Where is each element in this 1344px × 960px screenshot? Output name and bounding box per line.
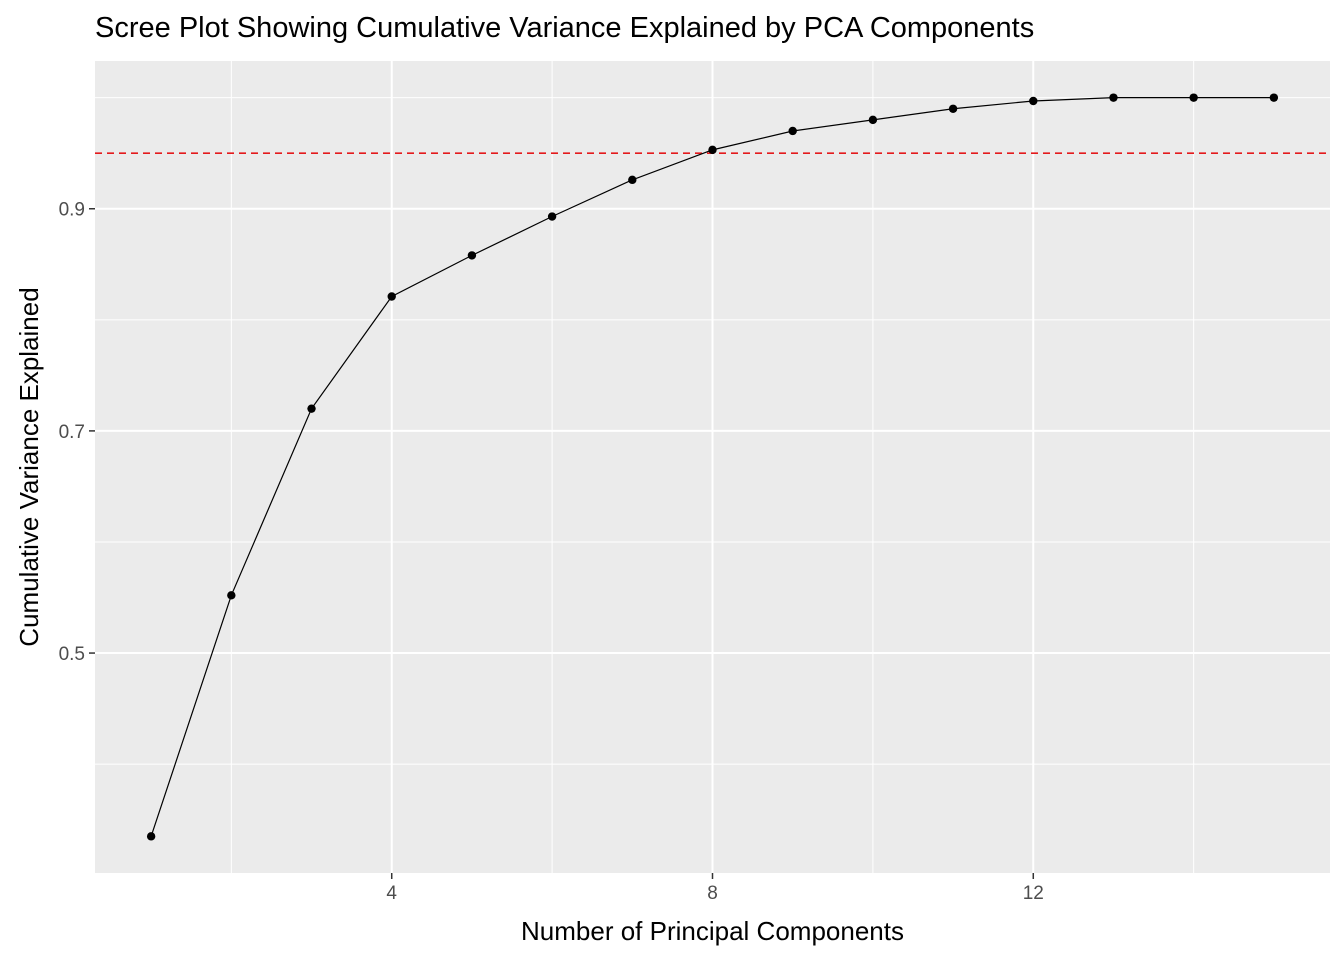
x-axis-ticks: 4 8 12 [386,873,1044,904]
y-tick-label: 0.9 [59,200,85,221]
data-point [547,212,557,221]
data-point [628,175,637,185]
data-point [1029,96,1038,106]
data-point [1189,93,1198,102]
data-points [146,93,1279,841]
data-point [1109,93,1118,102]
data-point [227,591,236,600]
y-axis-ticks: 0.5 0.7 0.9 [59,200,95,665]
y-tick-label: 0.7 [59,422,85,443]
data-point [708,145,717,155]
x-tick-label: 4 [386,883,397,904]
data-point [146,832,156,841]
x-tick-label: 12 [1023,883,1044,904]
y-tick-label: 0.5 [59,644,85,665]
y-axis-title: Cumulative Variance Explained [14,287,44,646]
data-point [1269,93,1279,102]
data-point [387,292,396,301]
data-point [788,126,797,136]
x-axis-title: Number of Principal Components [521,916,904,946]
x-tick-label: 8 [707,883,718,904]
chart-title: Scree Plot Showing Cumulative Variance E… [95,12,1035,44]
data-point [868,115,878,125]
major-grid [95,61,1330,873]
data-point [467,251,477,260]
data-point [307,404,316,413]
data-point [948,104,958,113]
